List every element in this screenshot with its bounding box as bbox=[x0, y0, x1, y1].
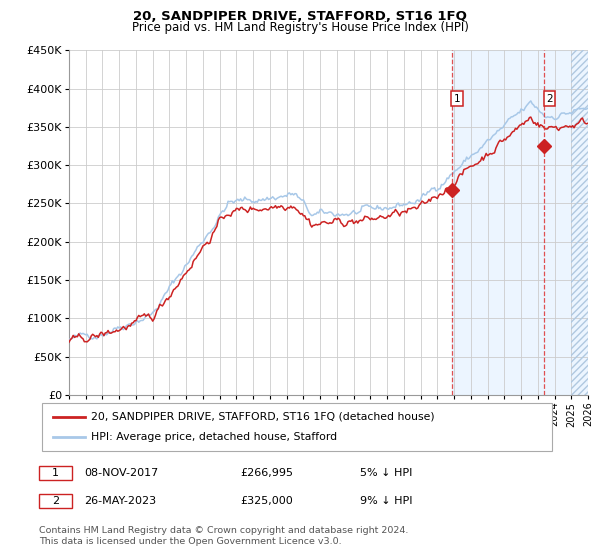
Text: 1: 1 bbox=[454, 94, 460, 104]
Bar bbox=[452, 50, 588, 395]
Text: 2: 2 bbox=[52, 496, 59, 506]
Text: £266,995: £266,995 bbox=[240, 468, 293, 478]
Text: 5% ↓ HPI: 5% ↓ HPI bbox=[360, 468, 412, 478]
Text: 08-NOV-2017: 08-NOV-2017 bbox=[84, 468, 158, 478]
Text: 20, SANDPIPER DRIVE, STAFFORD, ST16 1FQ: 20, SANDPIPER DRIVE, STAFFORD, ST16 1FQ bbox=[133, 10, 467, 23]
Text: 1: 1 bbox=[52, 468, 59, 478]
Text: £325,000: £325,000 bbox=[240, 496, 293, 506]
Text: 2: 2 bbox=[546, 94, 553, 104]
Text: 9% ↓ HPI: 9% ↓ HPI bbox=[360, 496, 413, 506]
Bar bbox=[571, 50, 588, 395]
Text: Contains HM Land Registry data © Crown copyright and database right 2024.
This d: Contains HM Land Registry data © Crown c… bbox=[39, 526, 409, 546]
Text: HPI: Average price, detached house, Stafford: HPI: Average price, detached house, Staf… bbox=[91, 432, 337, 442]
Text: Price paid vs. HM Land Registry's House Price Index (HPI): Price paid vs. HM Land Registry's House … bbox=[131, 21, 469, 34]
Text: 20, SANDPIPER DRIVE, STAFFORD, ST16 1FQ (detached house): 20, SANDPIPER DRIVE, STAFFORD, ST16 1FQ … bbox=[91, 412, 435, 422]
Text: 26-MAY-2023: 26-MAY-2023 bbox=[84, 496, 156, 506]
